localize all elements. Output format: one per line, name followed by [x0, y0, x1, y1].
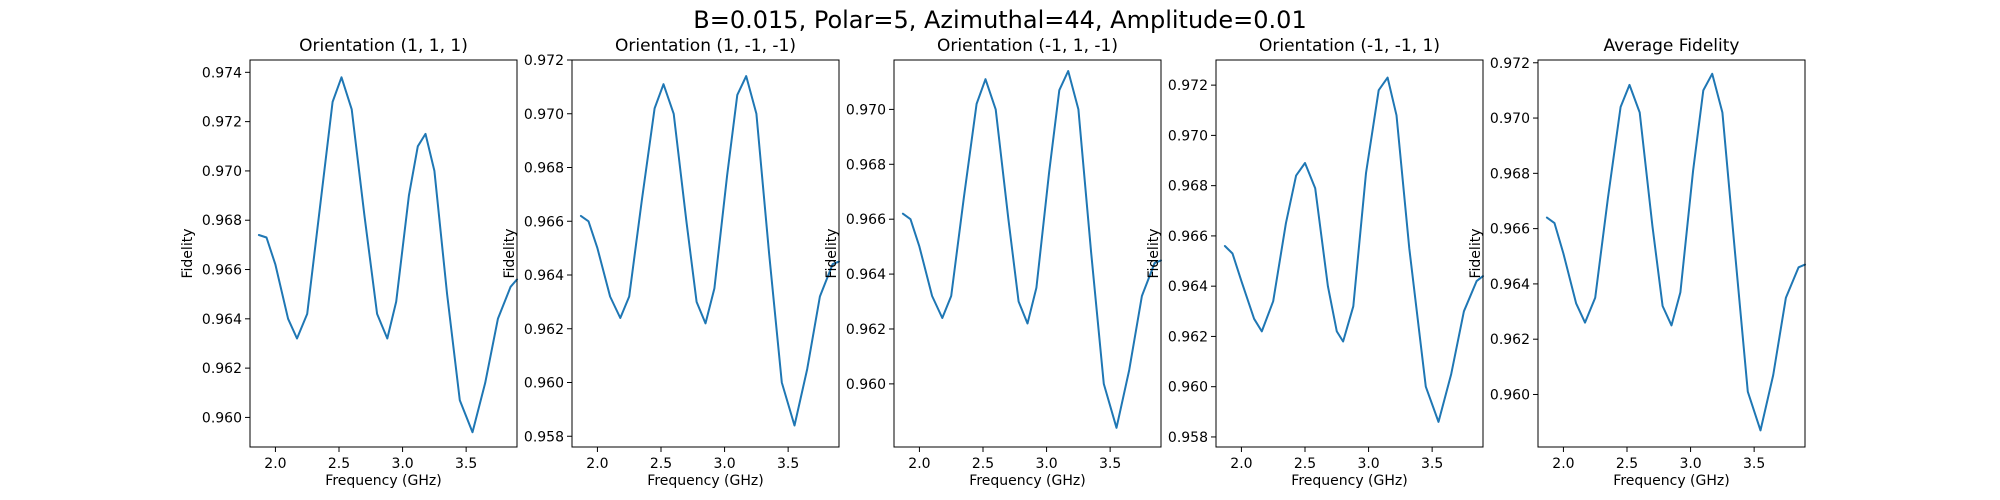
x-tick-label: 2.0: [1552, 456, 1574, 472]
y-tick-label: 0.968: [202, 213, 242, 229]
y-tick-label: 0.966: [202, 263, 242, 279]
x-axis-label: Frequency (GHz): [647, 473, 763, 489]
y-tick-label: 0.962: [524, 322, 564, 338]
panels: Orientation (1, 1, 1) 2.0 2.5 3.0 3.5 0.960 0.…: [180, 36, 1806, 489]
x-tick-label: 2.0: [264, 456, 286, 472]
series-line: [1223, 76, 1484, 423]
x-tick-label: 3.5: [1099, 456, 1121, 472]
subplot-2: Orientation (1, -1, -1) 2.0 2.5 3.0 3.5 0.958…: [502, 36, 840, 489]
subplot-5: Average Fidelity 2.0 2.5 3.0 3.5 0.960 0.962 0.…: [1468, 36, 1806, 489]
y-tick-label: 0.970: [524, 107, 564, 123]
y-tick-label: 0.968: [846, 157, 886, 173]
axes-frame: [249, 59, 518, 448]
y-tick-label: 0.970: [202, 164, 242, 180]
x-tick-label: 3.5: [1743, 456, 1765, 472]
x-tick-label: 3.5: [1421, 456, 1443, 472]
x-tick-label: 2.0: [1230, 456, 1252, 472]
y-tick-label: 0.966: [524, 214, 564, 230]
x-tick-label: 3.5: [455, 456, 477, 472]
y-tick-label: 0.960: [1490, 387, 1530, 403]
y-tick-label: 0.970: [1490, 111, 1530, 127]
x-tick-label: 2.5: [1294, 456, 1316, 472]
y-tick-label: 0.968: [524, 161, 564, 177]
subplot-title: Orientation (1, 1, 1): [299, 36, 468, 56]
x-tick-label: 2.0: [586, 456, 608, 472]
subplot-4: Orientation (-1, -1, 1) 2.0 2.5 3.0 3.5 0.958…: [1146, 36, 1484, 489]
series-line: [579, 75, 840, 427]
subplot-1: Orientation (1, 1, 1) 2.0 2.5 3.0 3.5 0.960 0.…: [180, 36, 518, 489]
x-tick-label: 2.5: [650, 456, 672, 472]
y-axis-label: Fidelity: [502, 229, 518, 279]
y-tick-label: 0.964: [1168, 279, 1208, 295]
x-tick-label: 3.0: [1357, 456, 1379, 472]
y-tick-label: 0.966: [846, 212, 886, 228]
y-tick-label: 0.968: [1168, 179, 1208, 195]
series-line: [901, 70, 1162, 429]
x-tick-label: 3.5: [777, 456, 799, 472]
subplot-title: Orientation (1, -1, -1): [615, 36, 796, 56]
y-tick-label: 0.972: [524, 53, 564, 69]
x-tick-label: 3.0: [391, 456, 413, 472]
y-tick-label: 0.970: [846, 102, 886, 118]
y-tick-label: 0.960: [524, 376, 564, 392]
subplot-title: Orientation (-1, 1, -1): [937, 36, 1118, 56]
y-tick-label: 0.966: [1490, 222, 1530, 238]
y-tick-label: 0.968: [1490, 166, 1530, 182]
y-tick-label: 0.964: [1490, 277, 1530, 293]
y-tick-label: 0.972: [1490, 56, 1530, 72]
y-tick-label: 0.962: [1490, 332, 1530, 348]
x-axis-label: Frequency (GHz): [1613, 473, 1729, 489]
y-axis-label: Fidelity: [824, 229, 840, 279]
y-tick-label: 0.964: [202, 312, 242, 328]
figure-suptitle: B=0.015, Polar=5, Azimuthal=44, Amplitud…: [693, 6, 1306, 34]
y-tick-label: 0.970: [1168, 128, 1208, 144]
axes-frame: [1537, 59, 1806, 448]
axes-frame: [571, 59, 840, 448]
y-tick-label: 0.958: [1168, 430, 1208, 446]
subplot-title: Orientation (-1, -1, 1): [1259, 36, 1440, 56]
y-tick-label: 0.962: [1168, 329, 1208, 345]
x-tick-label: 2.5: [1616, 456, 1638, 472]
x-tick-label: 2.0: [908, 456, 930, 472]
x-axis-label: Frequency (GHz): [325, 473, 441, 489]
axes-frame: [893, 59, 1162, 448]
y-axis-label: Fidelity: [1146, 229, 1162, 279]
y-tick-label: 0.974: [202, 65, 242, 81]
y-axis-label: Fidelity: [1468, 229, 1484, 279]
x-axis-label: Frequency (GHz): [1291, 473, 1407, 489]
x-tick-label: 3.0: [1035, 456, 1057, 472]
y-tick-label: 0.960: [202, 410, 242, 426]
y-tick-label: 0.960: [846, 377, 886, 393]
y-tick-label: 0.960: [1168, 380, 1208, 396]
series-line: [257, 76, 518, 434]
x-tick-label: 3.0: [713, 456, 735, 472]
subplot-3: Orientation (-1, 1, -1) 2.0 2.5 3.0 3.5 0.960…: [824, 36, 1162, 489]
y-tick-label: 0.962: [846, 322, 886, 338]
y-tick-label: 0.962: [202, 361, 242, 377]
y-tick-label: 0.958: [524, 429, 564, 445]
x-axis-label: Frequency (GHz): [969, 473, 1085, 489]
y-tick-label: 0.966: [1168, 229, 1208, 245]
subplot-title: Average Fidelity: [1604, 36, 1740, 56]
x-tick-label: 3.0: [1679, 456, 1701, 472]
series-line: [1545, 72, 1806, 432]
y-tick-label: 0.964: [846, 267, 886, 283]
x-tick-label: 2.5: [972, 456, 994, 472]
axes-frame: [1215, 59, 1484, 448]
y-tick-label: 0.964: [524, 268, 564, 284]
x-tick-label: 2.5: [328, 456, 350, 472]
y-axis-label: Fidelity: [180, 229, 196, 279]
y-tick-label: 0.972: [202, 115, 242, 131]
y-tick-label: 0.972: [1168, 78, 1208, 94]
